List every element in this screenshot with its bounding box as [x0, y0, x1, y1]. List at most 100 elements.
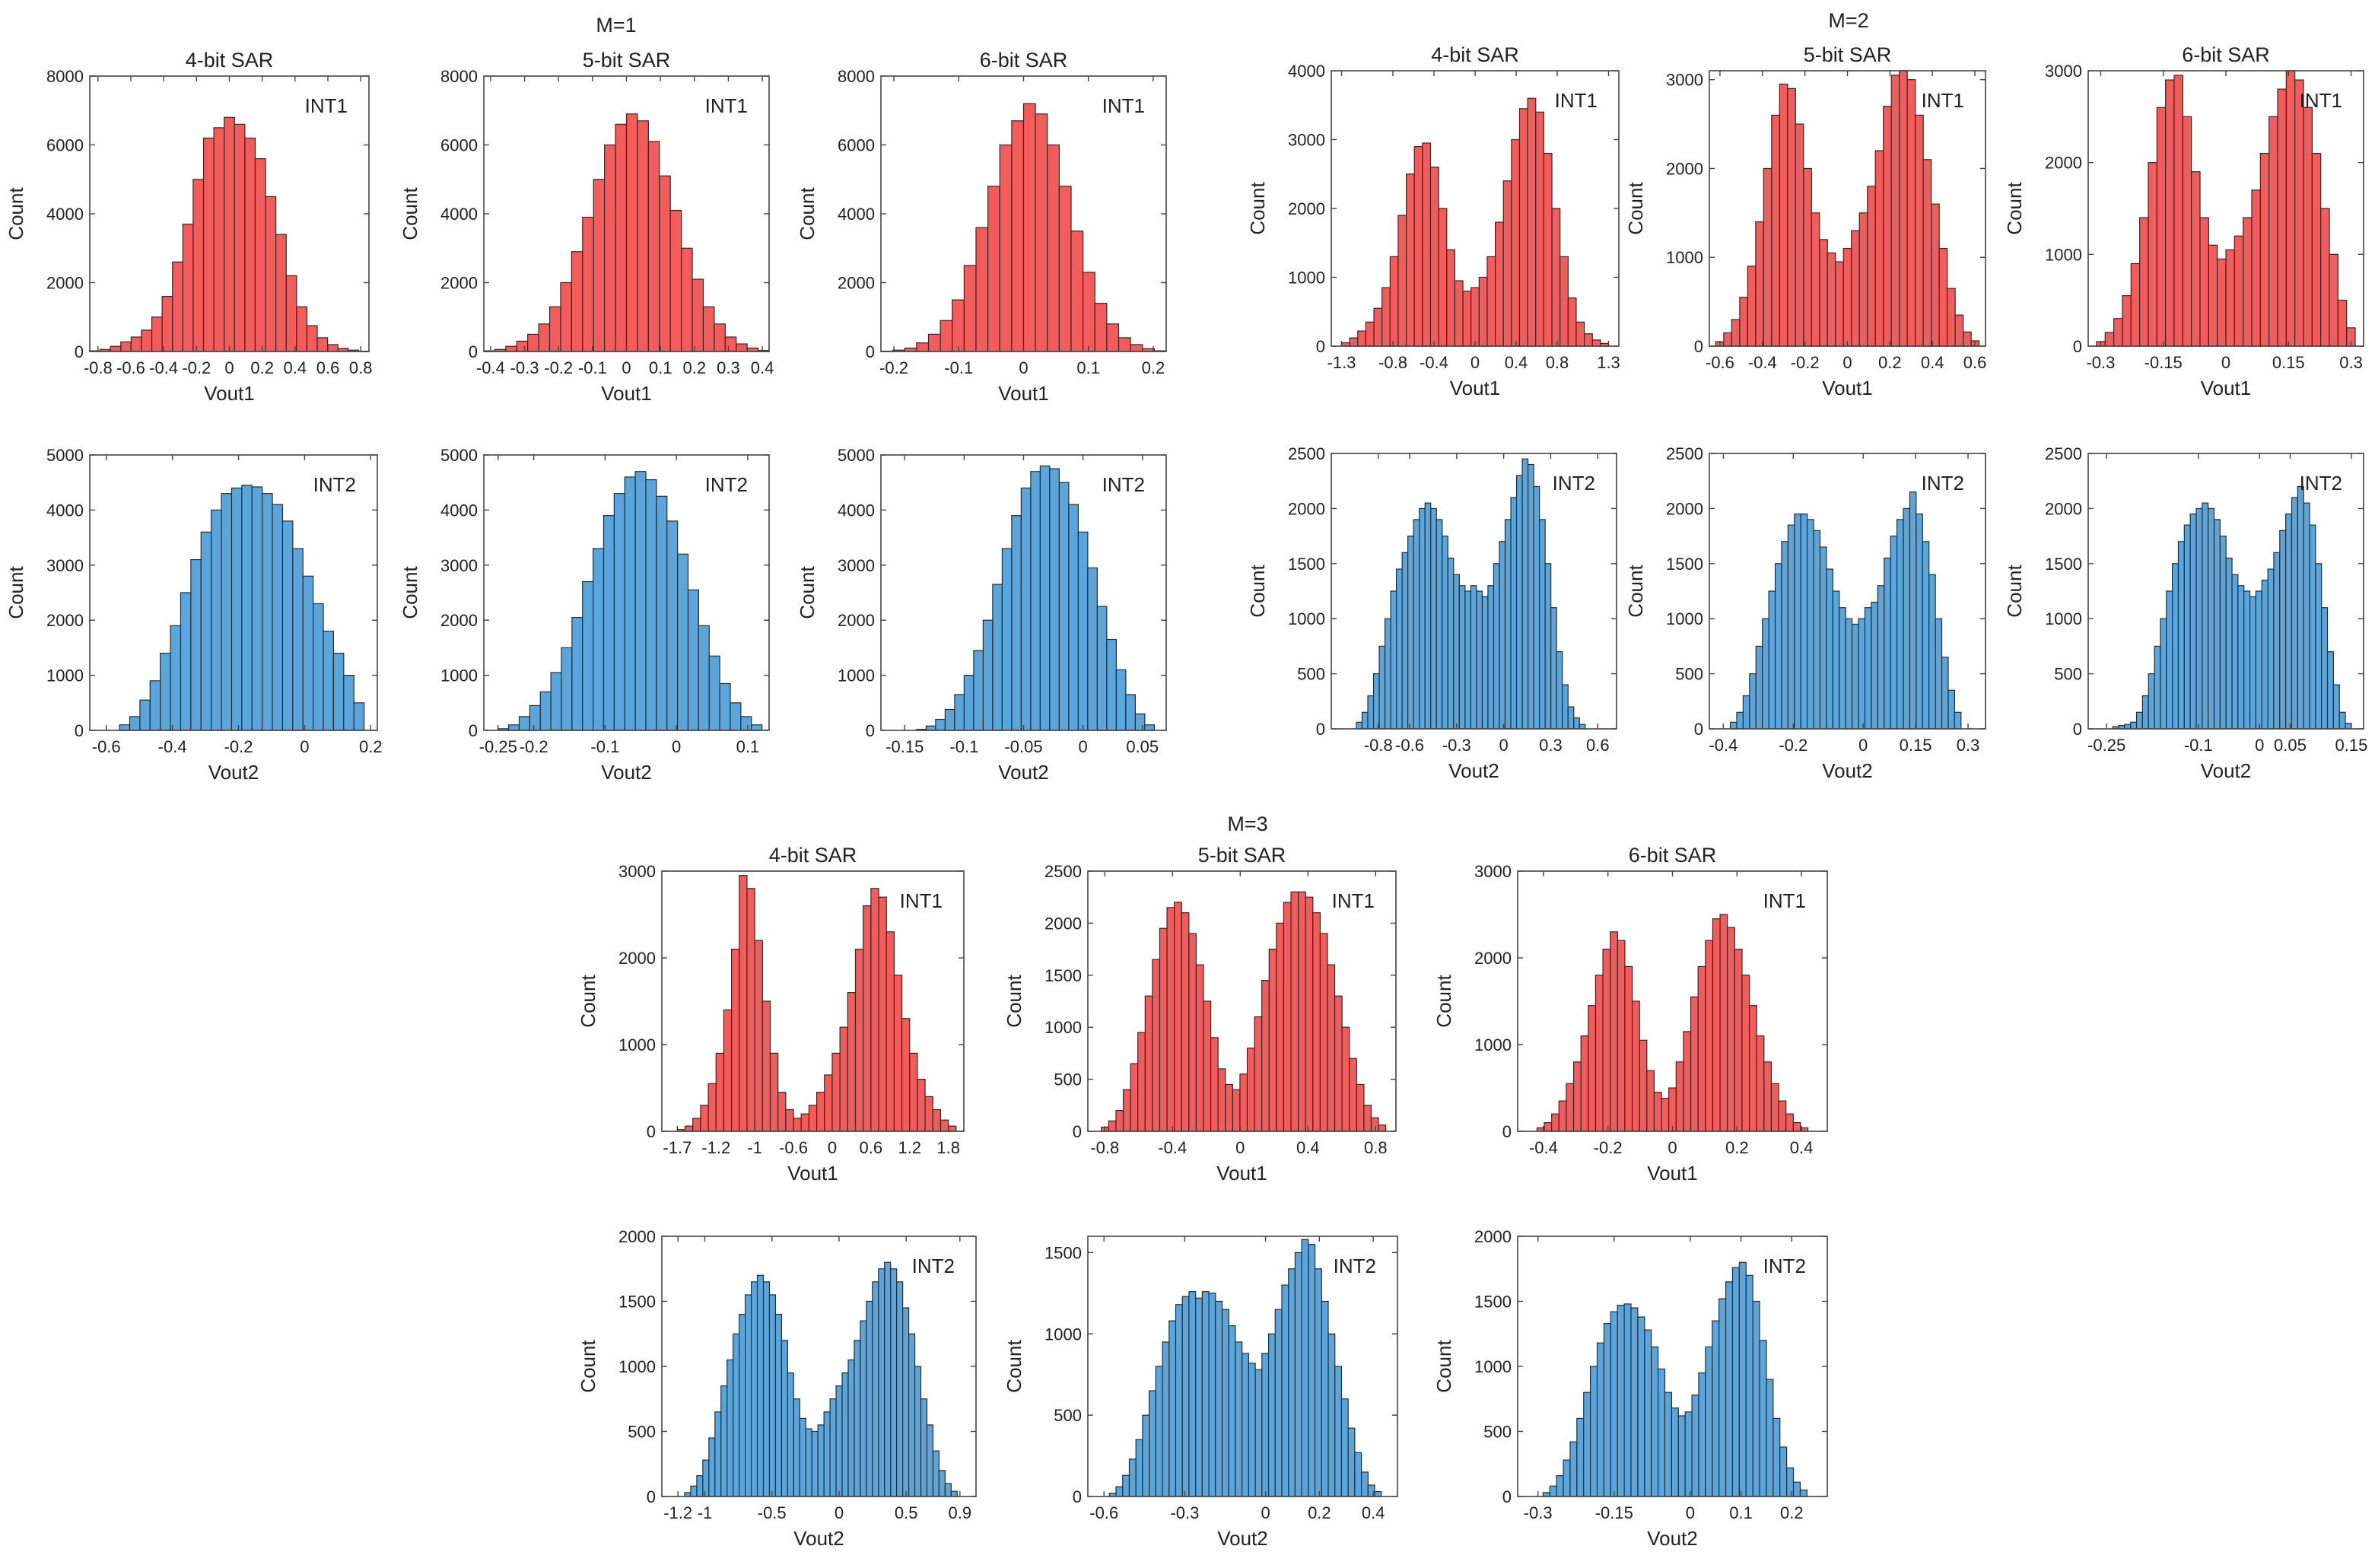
- bar: [2297, 485, 2304, 730]
- x-tick-label: -0.1: [949, 737, 978, 756]
- bar: [1221, 1309, 1229, 1497]
- bar: [745, 1294, 752, 1497]
- bar: [1334, 995, 1343, 1132]
- y-tick-label: 1000: [1288, 269, 1325, 288]
- y-tick-label: 0: [1073, 1487, 1082, 1506]
- bar: [1731, 1267, 1740, 1497]
- bar: [1691, 1395, 1699, 1497]
- bar: [1675, 1061, 1684, 1132]
- y-tick-label: 500: [1297, 665, 1325, 684]
- bar: [1651, 1346, 1659, 1497]
- bar: [1142, 1414, 1150, 1497]
- x-axis-label: Vout2: [2201, 759, 2252, 782]
- x-tick-label: 0: [224, 358, 234, 377]
- bar: [754, 940, 763, 1132]
- bar: [1569, 1441, 1578, 1497]
- x-tick-label: 0.15: [1900, 736, 1932, 755]
- y-tick-label: 1000: [618, 1357, 656, 1376]
- bar: [824, 1074, 833, 1132]
- bar: [1739, 297, 1748, 347]
- series-label: INT2: [1763, 1255, 1806, 1277]
- group-title-m3: M=3: [1227, 813, 1267, 835]
- bar: [1188, 1291, 1197, 1497]
- x-tick-label: -0.15: [1595, 1503, 1633, 1522]
- bar: [659, 175, 671, 352]
- bar: [932, 1450, 940, 1497]
- bar: [1774, 563, 1782, 730]
- bar: [582, 580, 594, 731]
- x-tick-label: -0.4: [476, 358, 505, 377]
- bar: [1588, 1005, 1597, 1132]
- bar: [1603, 1322, 1611, 1497]
- y-axis-label: Count: [1624, 565, 1647, 618]
- bar: [1792, 1481, 1801, 1497]
- bar: [119, 724, 131, 731]
- bar: [1363, 1105, 1372, 1132]
- x-tick-label: 0.2: [1878, 353, 1902, 372]
- bar: [1745, 1274, 1753, 1497]
- bar: [1334, 1366, 1343, 1497]
- bar: [2156, 107, 2167, 347]
- bar: [151, 316, 163, 352]
- bar: [1070, 231, 1084, 352]
- bar: [739, 875, 748, 1132]
- x-tick-label: -0.6: [1089, 1503, 1118, 1522]
- bar: [1579, 724, 1586, 730]
- x-tick-label: -0.2: [182, 358, 211, 377]
- bar: [935, 718, 946, 731]
- bar: [2237, 585, 2245, 730]
- y-tick-label: 0: [1073, 1122, 1082, 1141]
- bar: [1583, 1391, 1591, 1497]
- bar: [908, 1333, 916, 1497]
- bar: [593, 548, 605, 731]
- bar: [2311, 153, 2322, 347]
- bar: [730, 702, 742, 731]
- bar: [1039, 465, 1051, 731]
- bar: [1631, 1000, 1640, 1132]
- y-tick-label: 8000: [46, 67, 84, 86]
- series-label: INT2: [1553, 472, 1595, 495]
- bar: [1162, 1341, 1170, 1497]
- bar: [1384, 618, 1391, 730]
- y-tick-label: 1000: [1474, 1035, 1512, 1054]
- bar: [129, 716, 141, 731]
- bar: [666, 520, 679, 731]
- bar: [2130, 721, 2138, 730]
- panel-m3-5bit-int1: 0 500 1000 1500 2000 2500 -0.8 -0.4 0 0.4 0.8 Vout1…: [1003, 844, 1397, 1185]
- bar: [1819, 546, 1827, 730]
- bar: [726, 1359, 734, 1497]
- bar: [669, 209, 682, 352]
- x-tick-label: -1.3: [1327, 353, 1356, 372]
- y-tick-label: 2500: [2045, 444, 2082, 463]
- series-label: INT2: [1334, 1255, 1376, 1277]
- bar: [323, 631, 335, 731]
- bar: [854, 948, 864, 1132]
- y-tick-label: 3000: [440, 556, 478, 575]
- bar: [1734, 948, 1743, 1132]
- bar: [1800, 514, 1808, 730]
- bar: [561, 647, 573, 731]
- bar: [1058, 186, 1072, 352]
- bar: [1858, 618, 1866, 730]
- bar: [313, 603, 324, 731]
- bar: [1533, 485, 1540, 730]
- x-tick-label: 0.2: [250, 358, 274, 377]
- bar: [1248, 1363, 1256, 1497]
- y-tick-label: 2000: [1474, 1227, 1512, 1246]
- bar: [1361, 1471, 1369, 1497]
- bar: [161, 296, 173, 352]
- bar: [1314, 1268, 1322, 1497]
- axes-frame: [661, 870, 965, 1132]
- bar: [560, 281, 572, 352]
- bar: [1915, 114, 1924, 347]
- bar: [761, 1000, 771, 1132]
- bar: [518, 716, 530, 731]
- bar: [707, 1083, 717, 1132]
- y-tick-label: 1000: [1288, 609, 1325, 628]
- bar: [1567, 706, 1575, 730]
- bar: [637, 120, 649, 352]
- x-tick-label: -0.3: [1442, 736, 1471, 755]
- y-tick-label: 2500: [1288, 444, 1325, 463]
- bar: [538, 323, 551, 352]
- bar: [1225, 1083, 1233, 1132]
